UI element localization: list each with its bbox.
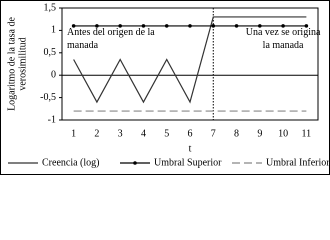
legend-label: Creencia (log): [42, 157, 99, 168]
x-tick-label: 3: [118, 128, 123, 139]
y-tick-label: 0,5: [44, 47, 57, 58]
y-tick-label: -0,5: [40, 92, 56, 103]
point: [211, 24, 216, 28]
point: [141, 24, 146, 28]
y-tick-label: 1,5: [44, 2, 57, 13]
point: [95, 24, 99, 28]
x-tick-label: 11: [302, 128, 312, 139]
x-axis-label: t: [189, 143, 192, 154]
annotation: manada: [67, 40, 99, 51]
point: [71, 24, 76, 28]
point: [118, 24, 122, 28]
annotation: Antes del origen de la: [67, 27, 155, 38]
legend-label: Umbral Inferior: [266, 157, 330, 168]
x-tick-label: 1: [71, 128, 76, 139]
y-tick-label: 1: [51, 25, 56, 36]
point: [164, 24, 169, 28]
y-tick-label: -1: [48, 114, 56, 125]
x-tick-label: 8: [234, 128, 239, 139]
point: [304, 24, 309, 28]
legend-marker: [133, 161, 137, 165]
point: [258, 24, 262, 28]
annotation: Una vez se origina: [246, 27, 321, 38]
x-tick-label: 2: [94, 128, 99, 139]
y-axis-label: verosimilitud: [17, 37, 28, 90]
legend-label: Umbral Superior: [154, 157, 222, 168]
y-axis-label: Logaritmo de la tasa de: [6, 17, 17, 111]
x-tick-label: 10: [278, 128, 288, 139]
point: [234, 24, 239, 28]
annotation: la manada: [263, 40, 304, 51]
point: [281, 24, 285, 28]
series-line: [73, 16, 307, 104]
x-tick-label: 9: [257, 128, 262, 139]
x-tick-label: 5: [164, 128, 169, 139]
x-tick-label: 4: [141, 128, 146, 139]
x-tick-label: 6: [188, 128, 193, 139]
chart: 1,5 1 0,5 0 -0,5 -1 1 2 3 4 5 6 7 8 9 10 11 t Logaritmo de…: [0, 0, 330, 175]
x-tick-label: 7: [211, 128, 216, 139]
y-tick-label: 0: [51, 69, 56, 80]
plot-frame: [61, 7, 319, 121]
point: [188, 24, 192, 28]
